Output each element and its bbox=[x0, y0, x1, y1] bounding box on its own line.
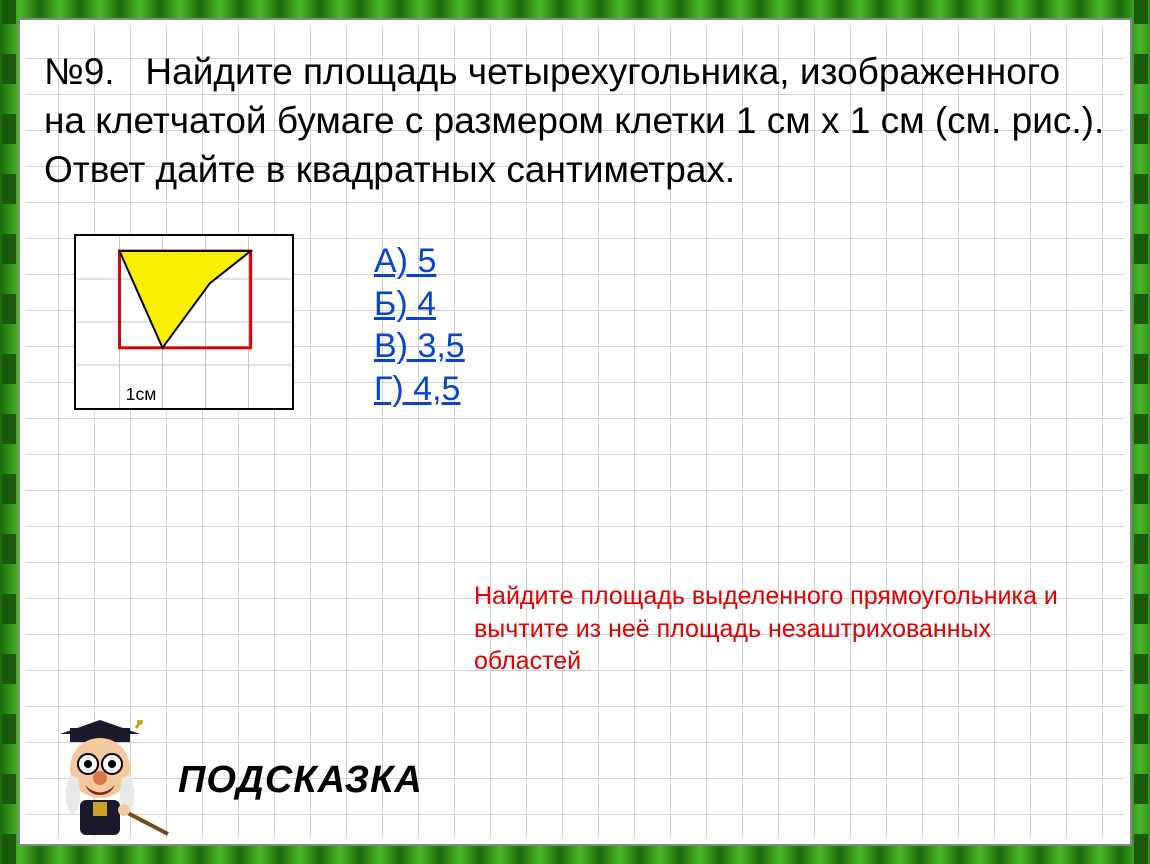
slide-content: №9. Найдите площадь четырехугольника, из… bbox=[20, 20, 1130, 410]
svg-text:1см: 1см bbox=[126, 385, 157, 405]
professor-icon bbox=[60, 720, 170, 840]
slide-frame: №9. Найдите площадь четырехугольника, из… bbox=[18, 18, 1132, 846]
answers-list: А) 5 Б) 4 В) 3,5 Г) 4,5 bbox=[374, 240, 465, 410]
figure-and-answers: 1см А) 5 Б) 4 В) 3,5 Г) 4,5 bbox=[44, 234, 1106, 410]
decorative-border: №9. Найдите площадь четырехугольника, из… bbox=[0, 0, 1150, 864]
hint-label: ПОДСКАЗКА bbox=[178, 759, 423, 802]
figure-box: 1см bbox=[74, 234, 294, 410]
question-number: №9. bbox=[44, 51, 115, 92]
geometry-figure: 1см bbox=[74, 234, 294, 410]
answer-option-a[interactable]: А) 5 bbox=[374, 240, 436, 283]
answer-option-g[interactable]: Г) 4,5 bbox=[374, 368, 460, 411]
left-leaf-strip bbox=[2, 0, 16, 864]
hint-row: ПОДСКАЗКА bbox=[60, 720, 423, 840]
question-text: №9. Найдите площадь четырехугольника, из… bbox=[44, 48, 1106, 194]
answer-option-b[interactable]: Б) 4 bbox=[374, 283, 436, 326]
answer-option-v[interactable]: В) 3,5 bbox=[374, 325, 465, 368]
question-body: Найдите площадь четырехугольника, изобра… bbox=[44, 51, 1104, 190]
hint-text: Найдите площадь выделенного прямоугольни… bbox=[474, 580, 1094, 678]
right-leaf-strip bbox=[1134, 0, 1148, 864]
